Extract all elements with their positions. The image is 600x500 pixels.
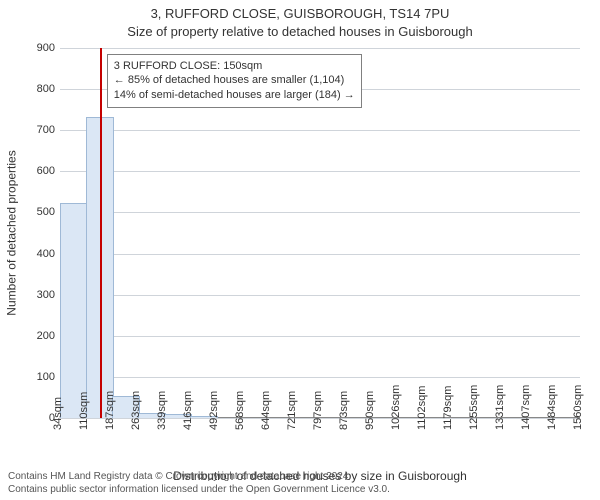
- y-tick-label: 200: [5, 330, 55, 342]
- title-line-1: 3, RUFFORD CLOSE, GUISBOROUGH, TS14 7PU: [0, 6, 600, 21]
- y-tick-label: 500: [5, 206, 55, 218]
- annotation-line-2: ← 85% of detached houses are smaller (1,…: [114, 73, 355, 88]
- gridline: [60, 254, 580, 255]
- chart-container: 3, RUFFORD CLOSE, GUISBOROUGH, TS14 7PU …: [0, 0, 600, 500]
- y-tick-label: 400: [5, 248, 55, 260]
- y-tick-label: 300: [5, 289, 55, 301]
- annotation-line-1: 3 RUFFORD CLOSE: 150sqm: [114, 59, 355, 74]
- y-tick-label: 0: [5, 412, 55, 424]
- histogram-bar: [60, 203, 88, 418]
- y-tick-label: 900: [5, 42, 55, 54]
- gridline: [60, 295, 580, 296]
- gridline: [60, 377, 580, 378]
- gridline: [60, 48, 580, 49]
- y-tick-label: 100: [5, 371, 55, 383]
- gridline: [60, 212, 580, 213]
- title-line-2: Size of property relative to detached ho…: [0, 24, 600, 39]
- y-tick-label: 800: [5, 83, 55, 95]
- y-axis-label: Number of detached properties: [4, 48, 20, 418]
- gridline: [60, 171, 580, 172]
- plot-area: 3 RUFFORD CLOSE: 150sqm← 85% of detached…: [60, 48, 580, 418]
- attribution-line-2: Contains public sector information licen…: [8, 483, 390, 496]
- gridline: [60, 130, 580, 131]
- annotation-line-3: 14% of semi-detached houses are larger (…: [114, 88, 355, 103]
- gridline: [60, 336, 580, 337]
- attribution: Contains HM Land Registry data © Crown c…: [8, 470, 390, 496]
- property-marker-line: [100, 48, 102, 418]
- annotation-box: 3 RUFFORD CLOSE: 150sqm← 85% of detached…: [107, 54, 362, 109]
- y-tick-label: 600: [5, 165, 55, 177]
- attribution-line-1: Contains HM Land Registry data © Crown c…: [8, 470, 390, 483]
- y-tick-label: 700: [5, 124, 55, 136]
